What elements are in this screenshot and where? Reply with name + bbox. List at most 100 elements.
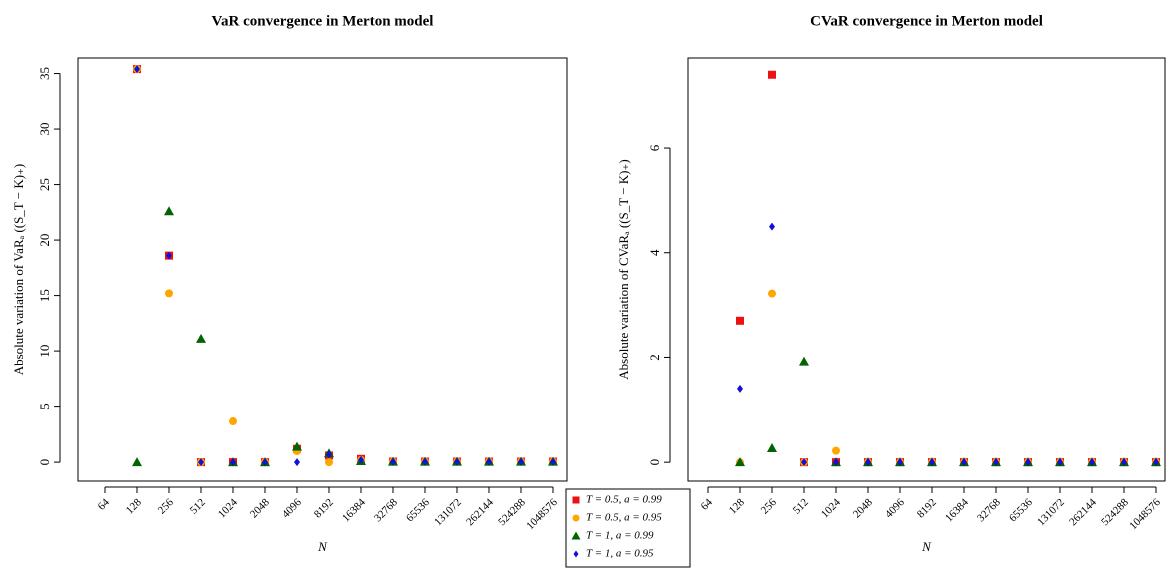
marker [768, 70, 776, 79]
y-tick-label: 2 [647, 354, 662, 361]
marker [736, 316, 744, 325]
x-axis-label: N [921, 539, 932, 554]
marker [735, 457, 745, 467]
y-tick-label: 35 [37, 67, 52, 80]
marker [390, 457, 396, 466]
legend-marker [573, 550, 579, 558]
marker [198, 458, 204, 467]
marker [550, 457, 556, 466]
marker [993, 458, 999, 467]
marker [262, 458, 268, 467]
x-axis-label: N [317, 539, 328, 554]
marker [737, 384, 743, 393]
x-tick-label: 2048 [851, 496, 875, 520]
marker [1025, 458, 1031, 467]
marker [767, 443, 777, 453]
x-tick-label: 64 [699, 496, 716, 513]
marker [132, 457, 142, 467]
chart-title: VaR convergence in Merton model [212, 13, 434, 29]
marker [865, 458, 871, 467]
marker [1057, 458, 1063, 467]
marker [801, 458, 807, 467]
marker [1153, 458, 1159, 467]
legend-label: T = 0.5, a = 0.99 [586, 494, 662, 506]
x-tick-label: 65536 [1007, 496, 1035, 524]
marker [1121, 458, 1127, 467]
y-tick-label: 4 [647, 249, 662, 256]
plot-frame [687, 57, 1166, 482]
x-tick-label: 64 [96, 496, 113, 513]
marker [166, 251, 172, 260]
x-tick-label: 128 [124, 496, 145, 517]
y-tick-label: 5 [37, 403, 52, 410]
x-tick-label: 8192 [312, 496, 336, 520]
marker [486, 457, 492, 466]
marker [325, 458, 333, 467]
legend-label: T = 0.5, a = 0.95 [586, 512, 662, 524]
marker [165, 289, 173, 298]
x-tick-label: 262144 [1067, 496, 1099, 528]
marker [294, 458, 300, 467]
marker [768, 289, 776, 298]
x-tick-label: 1024 [216, 496, 240, 520]
marker [454, 457, 460, 466]
marker [799, 356, 809, 366]
legend-label: T = 1, a = 0.95 [586, 548, 654, 560]
x-tick-label: 512 [188, 496, 208, 516]
marker [134, 65, 140, 74]
y-tick-label: 6 [647, 144, 662, 151]
legend-marker [572, 514, 580, 522]
marker [164, 206, 174, 216]
marker [422, 457, 428, 466]
chart-title: CVaR convergence in Merton model [810, 13, 1043, 29]
marker [929, 458, 935, 467]
y-tick-label: 10 [37, 345, 52, 358]
x-tick-label: 16384 [340, 496, 368, 524]
x-tick-label: 1048576 [1127, 496, 1163, 532]
marker [196, 333, 206, 343]
marker [518, 457, 524, 466]
y-tick-label: 30 [37, 123, 52, 136]
x-tick-label: 1048576 [524, 496, 560, 532]
marker [769, 222, 775, 231]
y-tick-label: 20 [37, 234, 52, 247]
y-axis-label: Absolute variation of VaRₐ ((S_T − K)₊) [11, 164, 26, 376]
legend-marker [571, 531, 581, 540]
legend-marker [572, 496, 580, 504]
x-tick-label: 4096 [280, 496, 304, 520]
x-tick-label: 256 [156, 496, 177, 517]
plot-frame [77, 57, 568, 482]
x-tick-label: 65536 [404, 496, 432, 524]
marker [897, 458, 903, 467]
marker [833, 458, 839, 467]
marker [1089, 458, 1095, 467]
x-tick-label: 16384 [943, 496, 971, 524]
y-tick-label: 0 [647, 459, 662, 466]
legend-label: T = 1, a = 0.99 [586, 530, 654, 542]
legend: T = 0.5, a = 0.99 T = 0.5, a = 0.95 T = 1,… [565, 488, 691, 568]
x-tick-label: 32768 [372, 496, 400, 524]
y-tick-label: 0 [37, 459, 52, 466]
y-tick-label: 15 [37, 289, 52, 302]
x-tick-label: 131072 [1035, 496, 1067, 528]
marker [326, 450, 332, 459]
marker [229, 417, 237, 426]
marker [230, 458, 236, 467]
x-tick-label: 131072 [432, 496, 464, 528]
x-tick-label: 512 [791, 496, 811, 516]
marker [961, 458, 967, 467]
x-tick-label: 128 [727, 496, 748, 517]
x-tick-label: 1024 [819, 496, 843, 520]
marker [358, 455, 364, 464]
x-tick-label: 32768 [975, 496, 1003, 524]
x-tick-label: 2048 [248, 496, 272, 520]
x-tick-label: 8192 [915, 496, 939, 520]
x-tick-label: 256 [759, 496, 780, 517]
marker [292, 441, 302, 451]
marker [832, 446, 840, 455]
y-tick-label: 25 [37, 178, 52, 191]
x-tick-label: 4096 [883, 496, 907, 520]
legend-box [565, 488, 691, 568]
